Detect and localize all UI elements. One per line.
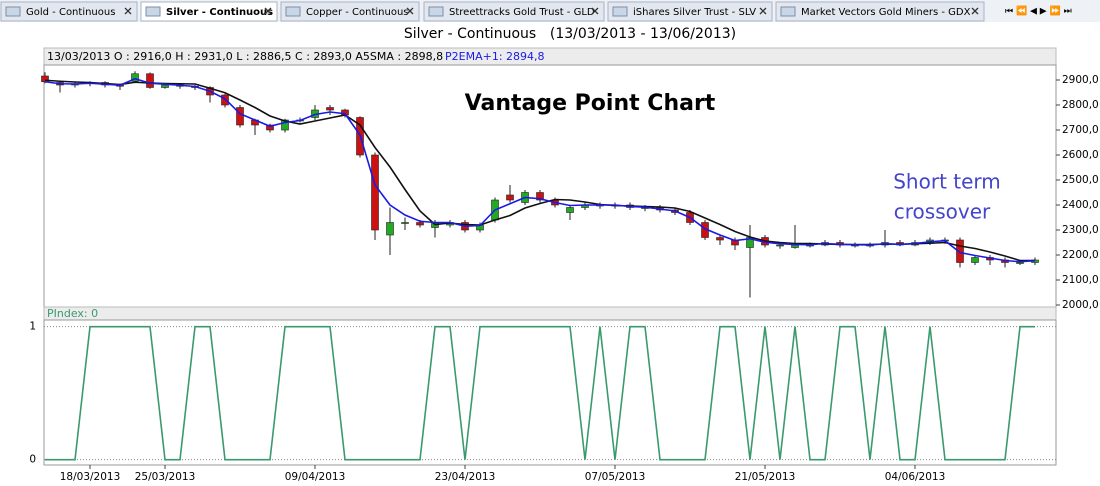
candle-body (161, 84, 169, 88)
tab-icon (5, 6, 21, 17)
tab-box (423, 1, 605, 22)
tab[interactable]: Silver - Continuous (140, 1, 278, 22)
annotation: Short term (893, 170, 1001, 194)
tab-icon (285, 6, 301, 17)
chart-subtitle: (13/03/2013 - 13/06/2013) (550, 26, 736, 42)
info-ema: P2EMA+1: 2894,8 (445, 50, 545, 63)
y-tick-label: 2700,0 (1062, 124, 1099, 136)
tab-close[interactable] (406, 7, 414, 15)
y-tick-label: 2500,0 (1062, 174, 1099, 186)
tab-icon (612, 6, 628, 17)
chart-title: Silver - Continuous (404, 26, 536, 42)
x-tick-label: 21/05/2013 (735, 471, 796, 483)
tab[interactable]: Copper - Continuous (280, 1, 420, 22)
candle-body (281, 119, 289, 131)
y-tick-label: 2900,0 (1062, 74, 1099, 86)
tab-label: Copper - Continuous (306, 7, 409, 18)
candle-body (536, 192, 544, 201)
annotation: Vantage Point Chart (465, 91, 716, 116)
candle-body (221, 94, 229, 106)
tab-icon (428, 6, 444, 17)
tab-nav[interactable]: ⏮ ⏪ ◀ ▶ ⏩ ⏭ (1005, 5, 1072, 17)
candle-body (131, 73, 139, 82)
y-tick-label: 2000,0 (1062, 299, 1099, 311)
tab-icon (780, 6, 796, 17)
x-tick-label: 18/03/2013 (60, 471, 121, 483)
x-tick-label: 04/06/2013 (885, 471, 946, 483)
y-tick-label: 2600,0 (1062, 149, 1099, 161)
y-tick-label: 0 (29, 454, 36, 466)
candle-body (236, 107, 244, 126)
indicator-line (44, 77, 1036, 263)
x-tick-label: 07/05/2013 (585, 471, 646, 483)
y-tick-label: 2200,0 (1062, 249, 1099, 261)
annotation: crossover (894, 200, 991, 224)
tab[interactable]: Streettracks Gold Trust - GLD (423, 1, 605, 22)
candle-body (146, 73, 154, 88)
candle-body (266, 124, 274, 131)
tab-close[interactable] (971, 7, 979, 15)
x-tick-label: 25/03/2013 (135, 471, 196, 483)
x-tick-label: 09/04/2013 (285, 471, 346, 483)
tab-box (607, 1, 773, 22)
pindex-panel (43, 319, 1057, 466)
candle-body (386, 222, 394, 236)
candle-body (371, 154, 379, 231)
tab-close[interactable] (759, 7, 767, 15)
pindex-line (45, 325, 1035, 461)
tab[interactable]: Gold - Continuous (0, 1, 138, 22)
tab-close[interactable] (264, 7, 272, 15)
tab-label: Market Vectors Gold Miners - GDX (801, 7, 971, 18)
tab-icon (145, 6, 161, 17)
candle-body (776, 244, 784, 247)
candle-body (416, 222, 424, 226)
tab-close[interactable] (124, 7, 132, 15)
y-tick-label: 1 (29, 321, 36, 333)
svg-text:⏮ ⏪ ◀ ▶ ⏩ ⏭: ⏮ ⏪ ◀ ▶ ⏩ ⏭ (1005, 5, 1072, 17)
candle-body (326, 107, 334, 111)
candle-body (956, 239, 964, 263)
tab-box (0, 1, 138, 22)
candle-body (791, 244, 799, 248)
y-tick-label: 2100,0 (1062, 274, 1099, 286)
x-tick-label: 23/04/2013 (435, 471, 496, 483)
chart-window (0, 22, 1100, 486)
tab-label: Gold - Continuous (26, 7, 115, 18)
y-tick-label: 2400,0 (1062, 199, 1099, 211)
tab-label: iShares Silver Trust - SLV (633, 7, 756, 18)
info-text: 13/03/2013 O : 2916,0 H : 2931,0 L : 288… (47, 50, 443, 63)
tab-box (775, 1, 985, 22)
tab[interactable]: iShares Silver Trust - SLV (607, 1, 773, 22)
tab-close[interactable] (591, 7, 599, 15)
y-tick-label: 2800,0 (1062, 99, 1099, 111)
tab-label: Silver - Continuous (166, 7, 273, 18)
tab-box (280, 1, 420, 22)
pindex-label: PIndex: 0 (47, 307, 98, 320)
candle-body (971, 257, 979, 263)
tab-label: Streettracks Gold Trust - GLD (449, 7, 595, 18)
tab-box (140, 1, 278, 22)
candle-body (566, 207, 574, 213)
candle-body (506, 194, 514, 201)
candle-body (1016, 262, 1024, 264)
candle-body (716, 237, 724, 241)
candle-body (401, 222, 409, 224)
tab[interactable]: Market Vectors Gold Miners - GDX (775, 1, 985, 22)
y-tick-label: 2300,0 (1062, 224, 1099, 236)
pindex-bar (43, 306, 1057, 321)
